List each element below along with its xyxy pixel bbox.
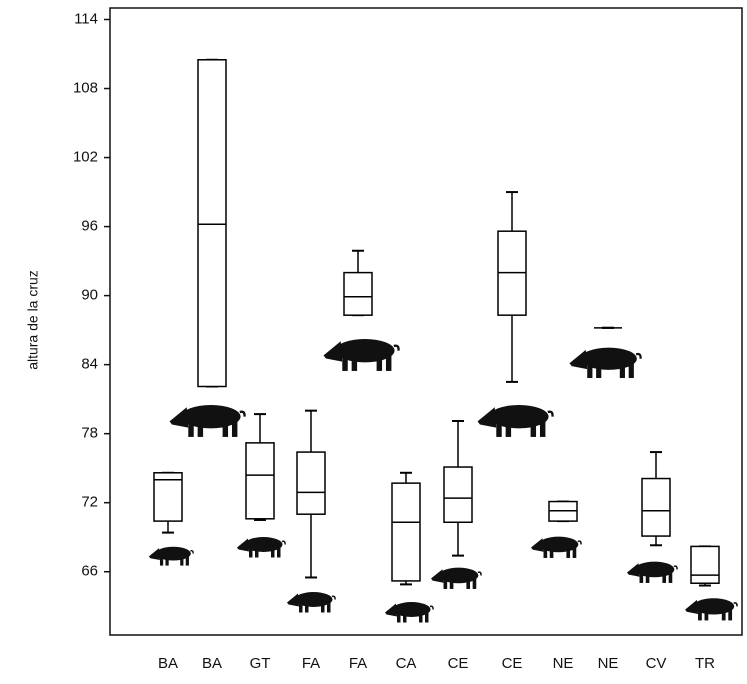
x-tick-label: NE	[598, 655, 619, 672]
plot-frame	[109, 7, 743, 636]
box	[343, 271, 373, 316]
x-tick-label: FA	[349, 655, 367, 672]
x-tick-label: CV	[646, 655, 667, 672]
y-tick-label: 66	[81, 563, 98, 580]
x-tick-label: CE	[448, 655, 469, 672]
box	[245, 442, 275, 520]
y-tick-label: 114	[74, 10, 98, 27]
box	[641, 477, 671, 537]
box	[197, 59, 227, 388]
x-tick-label: BA	[158, 655, 178, 672]
y-axis-label: altura de la cruz	[25, 270, 41, 370]
y-tick-label: 96	[81, 218, 98, 235]
box	[296, 451, 326, 515]
box	[153, 472, 183, 522]
y-tick-label: 108	[73, 80, 98, 97]
y-tick-label: 72	[81, 494, 98, 511]
box	[391, 482, 421, 582]
box	[443, 466, 473, 524]
x-tick-label: CA	[396, 655, 417, 672]
x-tick-label: NE	[553, 655, 574, 672]
box	[690, 545, 720, 584]
x-tick-label: BA	[202, 655, 222, 672]
x-tick-label: CE	[502, 655, 523, 672]
y-tick-label: 90	[81, 287, 98, 304]
x-tick-label: TR	[695, 655, 715, 672]
y-tick-label: 84	[81, 356, 98, 373]
y-tick-label: 102	[73, 149, 98, 166]
x-tick-label: GT	[250, 655, 271, 672]
x-tick-label: FA	[302, 655, 320, 672]
y-tick-label: 78	[81, 425, 98, 442]
